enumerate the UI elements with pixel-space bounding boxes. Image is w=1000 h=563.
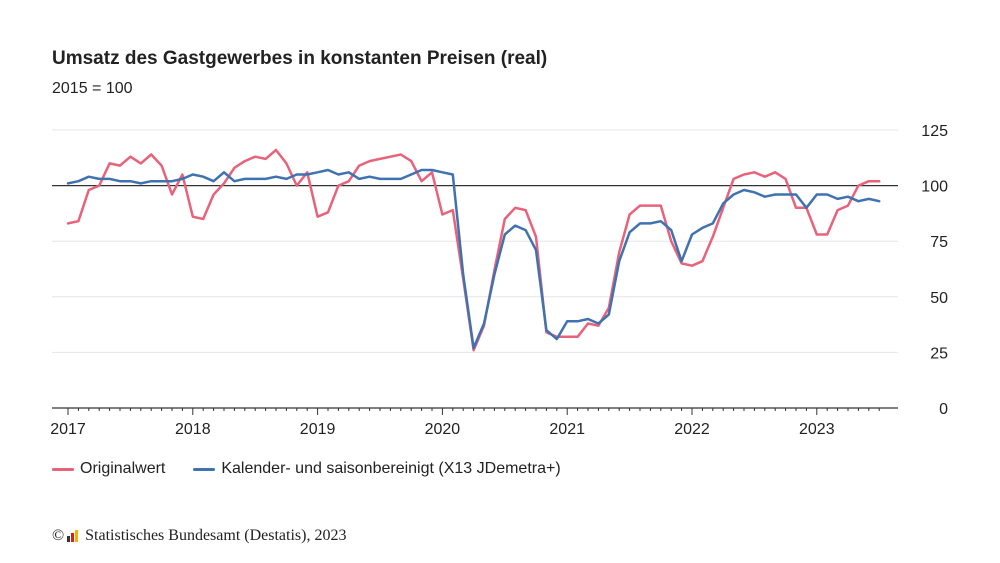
source-footer: © Statistisches Bundesamt (Destatis), 20… [52,527,346,545]
legend-label-adjusted: Kalender- und saisonbereinigt (X13 JDeme… [221,460,561,477]
series-lines [66,148,881,352]
y-tick-label: 50 [930,290,948,307]
x-axis: 2017 2018 2019 2020 2021 2022 2023 [50,407,898,438]
y-tick-label: 75 [930,234,948,251]
legend: Originalwert Kalender- und saisonbereini… [52,460,589,478]
chart-subtitle: 2015 = 100 [52,80,133,97]
series-line-adjusted [66,168,881,350]
y-axis-ticks: 0 25 50 75 100 125 [921,123,948,418]
x-tick-label: 2018 [175,421,211,438]
legend-label-original: Originalwert [80,460,166,477]
legend-swatch-adjusted [193,467,216,471]
y-tick-label: 100 [921,179,948,196]
source-text: Statistisches Bundesamt (Destatis), 2023 [85,527,347,544]
legend-item-original[interactable]: Originalwert [52,460,165,478]
x-tick-label: 2023 [799,421,835,438]
x-tick-label: 2022 [674,421,710,438]
copyright-symbol: © [52,527,65,544]
y-tick-label: 25 [930,345,948,362]
x-tick-label: 2020 [425,421,461,438]
x-tick-label: 2021 [549,421,585,438]
chart-title: Umsatz des Gastgewerbes in konstanten Pr… [52,48,548,69]
y-tick-label: 0 [939,401,948,418]
destatis-logo-icon [67,530,79,542]
y-tick-label: 125 [921,123,948,140]
grid-lines [52,129,898,353]
series-line-original [66,148,881,352]
legend-swatch-original [52,467,74,471]
legend-item-adjusted[interactable]: Kalender- und saisonbereinigt (X13 JDeme… [193,460,561,478]
x-tick-label: 2017 [50,421,86,438]
x-tick-label: 2019 [300,421,336,438]
